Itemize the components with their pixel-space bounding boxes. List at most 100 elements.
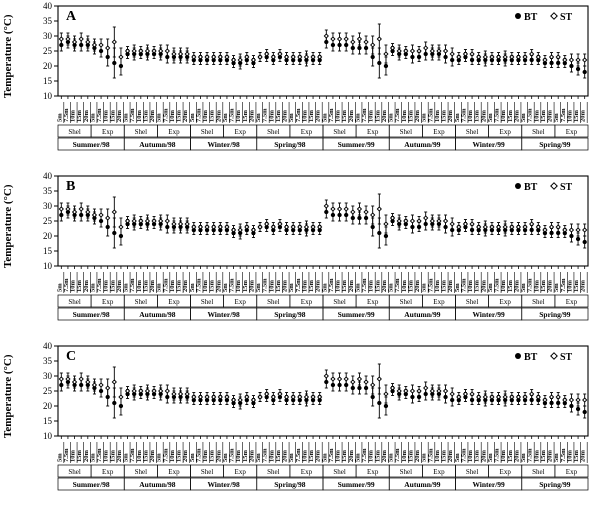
svg-text:Autumn/99: Autumn/99 [404,140,441,149]
svg-text:20m: 20m [580,280,587,293]
panel-c: 101520253035405m7.5m10m15m20mShel5m7.5m1… [0,340,600,514]
svg-text:Exp: Exp [168,298,180,306]
svg-text:Winter/98: Winter/98 [207,310,240,319]
svg-text:40: 40 [43,171,53,181]
svg-text:A: A [66,9,77,24]
svg-text:Shel: Shel [201,468,214,476]
svg-text:Shel: Shel [267,128,280,136]
svg-text:Spring/98: Spring/98 [274,140,306,149]
svg-text:10: 10 [43,261,53,271]
svg-text:Shel: Shel [532,468,545,476]
svg-text:Shel: Shel [400,298,413,306]
svg-text:Spring/99: Spring/99 [539,310,571,319]
svg-text:20: 20 [43,61,53,71]
svg-text:Spring/98: Spring/98 [274,310,306,319]
svg-text:Shel: Shel [466,298,479,306]
svg-text:Exp: Exp [367,468,379,476]
svg-text:BT: BT [524,182,538,193]
svg-text:Exp: Exp [301,468,313,476]
svg-text:Exp: Exp [301,128,313,136]
svg-text:Winter/99: Winter/99 [472,480,505,489]
svg-text:Summer/99: Summer/99 [338,480,375,489]
svg-text:35: 35 [43,356,53,366]
svg-text:Exp: Exp [102,128,114,136]
svg-text:Exp: Exp [566,298,578,306]
svg-text:Shel: Shel [135,468,148,476]
svg-text:Shel: Shel [135,298,148,306]
svg-text:Shel: Shel [135,128,148,136]
svg-text:35: 35 [43,186,53,196]
svg-text:Shel: Shel [68,128,81,136]
svg-text:Summer/98: Summer/98 [73,310,110,319]
svg-text:20m: 20m [580,110,587,123]
svg-text:Exp: Exp [500,128,512,136]
svg-text:Exp: Exp [367,298,379,306]
svg-text:Shel: Shel [333,298,346,306]
svg-text:Exp: Exp [168,128,180,136]
panel-a: 101520253035405m7.5m10m15m20mShel5m7.5m1… [0,0,600,170]
svg-text:Spring/99: Spring/99 [539,140,571,149]
svg-text:Exp: Exp [301,298,313,306]
svg-text:Winter/99: Winter/99 [472,310,505,319]
svg-text:15: 15 [43,416,53,426]
svg-text:Shel: Shel [267,468,280,476]
svg-text:Shel: Shel [201,298,214,306]
svg-text:Winter/98: Winter/98 [207,140,240,149]
svg-text:Shel: Shel [333,468,346,476]
svg-text:Exp: Exp [235,128,247,136]
svg-text:Summer/99: Summer/99 [338,310,375,319]
svg-text:Shel: Shel [466,128,479,136]
svg-text:BT: BT [524,352,538,363]
svg-text:Shel: Shel [68,298,81,306]
svg-text:Exp: Exp [500,468,512,476]
svg-text:30: 30 [43,371,53,381]
svg-text:20m: 20m [580,450,587,463]
svg-text:Exp: Exp [566,128,578,136]
svg-text:ST: ST [560,182,573,193]
svg-text:35: 35 [43,16,53,26]
svg-text:Exp: Exp [433,298,445,306]
svg-text:40: 40 [43,341,53,351]
svg-text:25: 25 [43,386,53,396]
y-axis-label: Temperature (°C) [2,184,14,268]
svg-text:15: 15 [43,246,53,256]
svg-text:10: 10 [43,431,53,441]
svg-text:BT: BT [524,12,538,23]
svg-text:Autumn/99: Autumn/99 [404,480,441,489]
svg-text:Shel: Shel [68,468,81,476]
svg-text:B: B [66,179,75,194]
svg-text:15: 15 [43,76,53,86]
svg-text:Exp: Exp [433,468,445,476]
svg-text:Winter/98: Winter/98 [207,480,240,489]
svg-text:10: 10 [43,91,53,101]
svg-text:Autumn/98: Autumn/98 [139,310,176,319]
svg-text:25: 25 [43,216,53,226]
plot-a: 101520253035405m7.5m10m15m20mShel5m7.5m1… [0,0,600,170]
svg-text:40: 40 [43,1,53,11]
svg-text:ST: ST [560,352,573,363]
svg-text:Shel: Shel [466,468,479,476]
svg-text:Winter/99: Winter/99 [472,140,505,149]
svg-text:Summer/98: Summer/98 [73,480,110,489]
plot-b: 101520253035405m7.5m10m15m20mShel5m7.5m1… [0,170,600,340]
svg-text:Shel: Shel [201,128,214,136]
svg-text:Shel: Shel [267,298,280,306]
svg-text:30: 30 [43,201,53,211]
svg-text:Autumn/98: Autumn/98 [139,140,176,149]
y-axis-label: Temperature (°C) [2,354,14,438]
svg-text:Exp: Exp [235,468,247,476]
svg-text:Exp: Exp [102,468,114,476]
y-axis-label: Temperature (°C) [2,14,14,98]
svg-text:Shel: Shel [532,298,545,306]
svg-text:20: 20 [43,231,53,241]
svg-text:Autumn/99: Autumn/99 [404,310,441,319]
svg-text:Spring/98: Spring/98 [274,480,306,489]
svg-text:Exp: Exp [102,298,114,306]
svg-text:Shel: Shel [333,128,346,136]
plot-c: 101520253035405m7.5m10m15m20mShel5m7.5m1… [0,340,600,514]
svg-text:30: 30 [43,31,53,41]
svg-text:Shel: Shel [532,128,545,136]
svg-text:Autumn/98: Autumn/98 [139,480,176,489]
svg-text:Exp: Exp [235,298,247,306]
svg-text:25: 25 [43,46,53,56]
